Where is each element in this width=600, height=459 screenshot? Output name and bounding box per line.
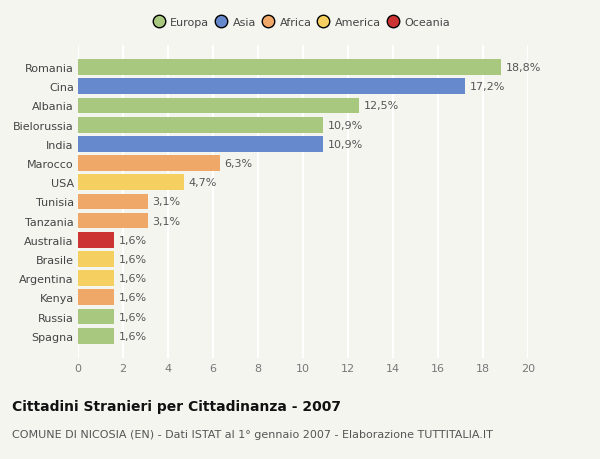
Bar bbox=[78, 60, 501, 76]
Text: 4,7%: 4,7% bbox=[188, 178, 217, 188]
Legend: Europa, Asia, Africa, America, Oceania: Europa, Asia, Africa, America, Oceania bbox=[152, 14, 454, 31]
Text: 1,6%: 1,6% bbox=[119, 235, 146, 245]
Bar bbox=[78, 175, 184, 190]
Bar bbox=[78, 137, 323, 152]
Bar bbox=[78, 309, 114, 325]
Text: 1,6%: 1,6% bbox=[119, 254, 146, 264]
Text: 3,1%: 3,1% bbox=[152, 197, 181, 207]
Text: 6,3%: 6,3% bbox=[224, 159, 253, 168]
Bar bbox=[78, 232, 114, 248]
Text: 17,2%: 17,2% bbox=[469, 82, 505, 92]
Bar bbox=[78, 328, 114, 344]
Bar bbox=[78, 290, 114, 306]
Bar bbox=[78, 271, 114, 286]
Text: 18,8%: 18,8% bbox=[505, 63, 541, 73]
Bar bbox=[78, 252, 114, 267]
Text: 10,9%: 10,9% bbox=[328, 140, 363, 150]
Text: Cittadini Stranieri per Cittadinanza - 2007: Cittadini Stranieri per Cittadinanza - 2… bbox=[12, 399, 341, 413]
Bar bbox=[78, 213, 148, 229]
Text: 3,1%: 3,1% bbox=[152, 216, 181, 226]
Text: 10,9%: 10,9% bbox=[328, 120, 363, 130]
Text: 12,5%: 12,5% bbox=[364, 101, 399, 111]
Text: COMUNE DI NICOSIA (EN) - Dati ISTAT al 1° gennaio 2007 - Elaborazione TUTTITALIA: COMUNE DI NICOSIA (EN) - Dati ISTAT al 1… bbox=[12, 429, 493, 439]
Bar bbox=[78, 79, 465, 95]
Text: 1,6%: 1,6% bbox=[119, 293, 146, 302]
Bar bbox=[78, 156, 220, 172]
Bar bbox=[78, 194, 148, 210]
Bar bbox=[78, 98, 359, 114]
Text: 1,6%: 1,6% bbox=[119, 312, 146, 322]
Bar bbox=[78, 118, 323, 133]
Text: 1,6%: 1,6% bbox=[119, 274, 146, 284]
Text: 1,6%: 1,6% bbox=[119, 331, 146, 341]
